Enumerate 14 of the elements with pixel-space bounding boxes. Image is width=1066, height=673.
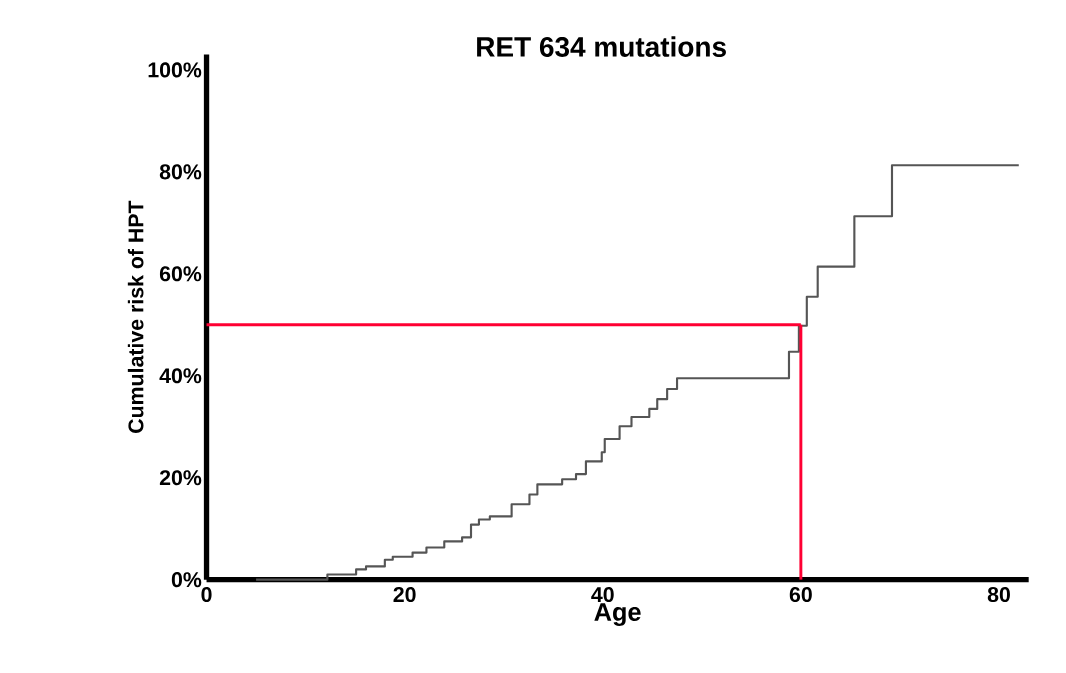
x-axis-title: Age: [594, 603, 641, 627]
y-tick-label: 100%: [148, 62, 202, 78]
x-tick-label: 40: [591, 587, 614, 603]
x-tick-label: 20: [393, 587, 416, 603]
y-tick-label: 80%: [159, 164, 202, 180]
y-axis-title: Cumulative risk of HPT: [127, 200, 144, 433]
y-tick-label: 0%: [171, 572, 202, 588]
x-tick-label: 80: [987, 587, 1010, 603]
y-tick-label: 20%: [159, 470, 202, 486]
y-tick-label: 60%: [159, 266, 202, 282]
chart-title: RET 634 mutations: [477, 36, 726, 57]
x-tick-label: 0: [201, 587, 212, 603]
x-tick-label: 60: [789, 587, 812, 603]
y-tick-label: 40%: [159, 368, 202, 384]
